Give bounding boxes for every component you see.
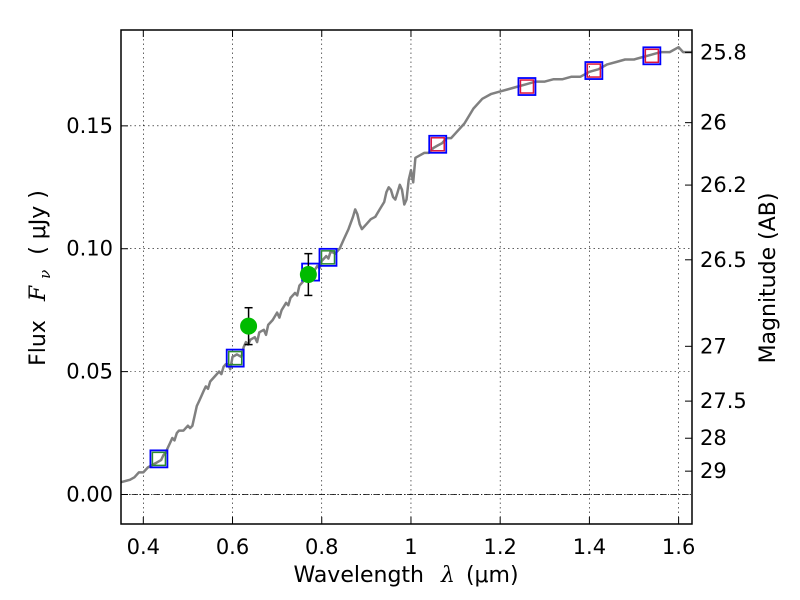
x-tick-label: 1.2 [483, 535, 516, 559]
model-band-square [151, 451, 167, 467]
measured-flux-point [299, 266, 317, 284]
x-axis-title: Wavelength λ (μm) [293, 563, 518, 588]
y-tick-label: 0.05 [66, 360, 113, 384]
model-band-square [227, 350, 243, 366]
y-axis-title-prefix: Flux [26, 320, 51, 366]
photometry-square [225, 348, 245, 368]
y2-axis-title: Magnitude (AB) [756, 193, 781, 364]
measured-flux-point [240, 317, 258, 335]
photometry-square [428, 134, 448, 154]
x-axis-title-symbol: λ [440, 563, 455, 588]
x-tick-label: 1.4 [573, 535, 606, 559]
y-tick-label: 0.10 [66, 237, 113, 261]
y2-tick-label: 28 [700, 426, 727, 450]
y2-tick-label: 27 [700, 334, 727, 358]
grid [121, 30, 692, 524]
x-tick-label: 1.6 [662, 535, 695, 559]
y-axis-title-symbol: F [26, 285, 51, 302]
y2-tick-label: 25.8 [700, 40, 747, 64]
photometry-square [584, 61, 604, 80]
x-tick-label: 0.4 [127, 535, 160, 559]
ticks: 0.4 0.6 0.8 1 1.2 1.4 1.6 0.00 0.05 0.10 0.15 25.8 2… [66, 30, 747, 559]
model-band-square [644, 48, 660, 64]
x-axis-title-prefix: Wavelength [293, 563, 424, 588]
y-tick-label: 0.15 [66, 114, 113, 138]
y-axis-title-subscript: ν [36, 270, 54, 279]
plot-frame [120, 29, 693, 525]
photometry-square [318, 247, 338, 267]
model-band-square [430, 137, 445, 152]
y2-tick-label: 26.2 [700, 173, 747, 197]
x-axis-title-unit: (μm) [466, 563, 519, 588]
x-tick-label: 1 [404, 535, 417, 559]
model-band-square [519, 79, 535, 94]
model-band-square [586, 63, 602, 78]
plot-area [120, 45, 692, 495]
photometry-square [642, 46, 662, 66]
y-tick-label: 0.00 [66, 483, 113, 507]
y-axis-title: Flux F ν ( μJy ) [26, 190, 56, 366]
y2-tick-label: 26.5 [700, 248, 747, 272]
photometry-square [517, 77, 537, 96]
y2-tick-label: 26 [700, 111, 727, 135]
y2-tick-label: 29 [700, 459, 727, 483]
x-tick-label: 0.6 [216, 535, 249, 559]
photometry-square [149, 449, 169, 469]
model-spectrum-line [120, 45, 692, 484]
y2-tick-label: 27.5 [700, 389, 747, 413]
x-tick-label: 0.8 [305, 535, 338, 559]
model-band-square [320, 250, 336, 265]
y-axis-title-unit: ( μJy ) [26, 190, 51, 255]
